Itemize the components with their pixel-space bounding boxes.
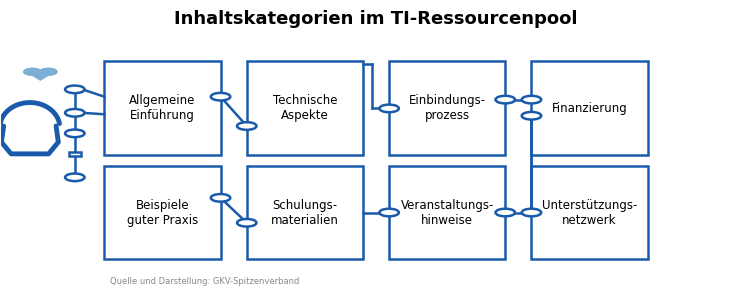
Text: Allgemeine
Einführung: Allgemeine Einführung — [129, 94, 196, 123]
Text: Beispiele
guter Praxis: Beispiele guter Praxis — [127, 199, 198, 226]
Circle shape — [65, 109, 84, 117]
Text: Technische
Aspekte: Technische Aspekte — [272, 94, 337, 123]
Circle shape — [496, 209, 515, 216]
FancyBboxPatch shape — [105, 62, 220, 155]
Circle shape — [522, 96, 541, 103]
Text: Inhaltskategorien im TI-Ressourcenpool: Inhaltskategorien im TI-Ressourcenpool — [174, 10, 578, 28]
Circle shape — [24, 68, 41, 75]
Circle shape — [522, 209, 541, 216]
Circle shape — [496, 96, 515, 103]
FancyBboxPatch shape — [389, 62, 505, 155]
FancyBboxPatch shape — [247, 62, 363, 155]
Circle shape — [65, 130, 84, 137]
Circle shape — [40, 68, 57, 75]
Circle shape — [237, 122, 256, 130]
Circle shape — [379, 209, 399, 216]
Text: Schulungs-
materialien: Schulungs- materialien — [271, 199, 338, 226]
Circle shape — [211, 93, 230, 101]
Text: Einbindungs-
prozess: Einbindungs- prozess — [408, 94, 486, 123]
Text: Unterstützungs-
netzwerk: Unterstützungs- netzwerk — [542, 199, 637, 226]
Circle shape — [24, 68, 41, 75]
Text: Finanzierung: Finanzierung — [552, 102, 627, 115]
Circle shape — [65, 173, 84, 181]
FancyBboxPatch shape — [532, 62, 647, 155]
Circle shape — [237, 219, 256, 226]
Circle shape — [211, 194, 230, 202]
Text: Quelle und Darstellung: GKV-Spitzenverband: Quelle und Darstellung: GKV-Spitzenverba… — [110, 277, 299, 287]
FancyBboxPatch shape — [389, 165, 505, 259]
Text: Veranstaltungs-
hinweise: Veranstaltungs- hinweise — [401, 199, 494, 226]
FancyBboxPatch shape — [69, 152, 80, 156]
Polygon shape — [27, 72, 53, 80]
FancyBboxPatch shape — [247, 165, 363, 259]
FancyBboxPatch shape — [105, 165, 220, 259]
FancyBboxPatch shape — [532, 165, 647, 259]
Circle shape — [379, 104, 399, 112]
Circle shape — [40, 68, 57, 75]
Circle shape — [522, 112, 541, 120]
Circle shape — [65, 86, 84, 93]
